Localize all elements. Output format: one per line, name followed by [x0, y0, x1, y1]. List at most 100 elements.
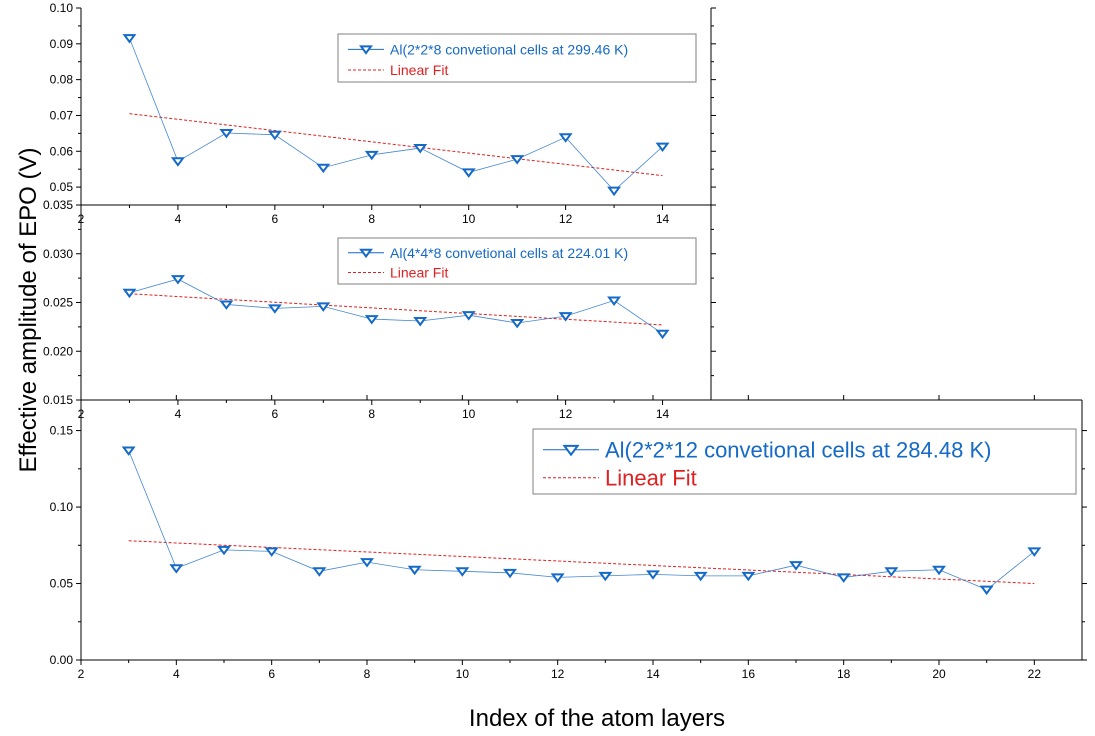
data-point — [316, 302, 331, 312]
data-point — [312, 567, 327, 577]
legend-series-marker — [359, 248, 373, 259]
data-point — [558, 312, 573, 322]
x-tick-label: 10 — [462, 407, 476, 421]
data-point — [1027, 547, 1042, 557]
x-tick-label: 18 — [837, 667, 851, 681]
data-point — [316, 163, 331, 174]
x-tick-label: 4 — [175, 407, 182, 421]
x-tick-label: 8 — [368, 407, 375, 421]
y-tick-label: 0.035 — [43, 198, 73, 212]
data-point — [607, 186, 622, 197]
x-tick-label: 14 — [656, 212, 670, 226]
x-tick-label: 14 — [656, 407, 670, 421]
x-tick-label: 14 — [646, 667, 660, 681]
y-tick-label: 0.07 — [50, 108, 74, 122]
data-point — [932, 565, 946, 576]
data-point — [884, 567, 899, 577]
y-tick-label: 0.06 — [50, 144, 74, 158]
data-point — [267, 130, 282, 141]
data-point — [646, 570, 660, 580]
linear-fit-line — [128, 540, 1035, 585]
x-tick-label: 16 — [742, 667, 756, 681]
x-tick-label: 12 — [559, 212, 573, 226]
data-point — [598, 571, 613, 582]
data-point — [264, 547, 279, 557]
data-point — [219, 300, 234, 310]
data-point — [121, 446, 136, 456]
data-point — [170, 275, 185, 285]
y-axis-title: Effective amplitude of EPO (V) — [15, 147, 42, 472]
data-point — [503, 568, 517, 579]
y-tick-label: 0.10 — [50, 500, 74, 514]
series-line — [129, 37, 663, 192]
y-tick-label: 0.09 — [50, 37, 74, 51]
x-tick-label: 12 — [551, 667, 565, 681]
data-point — [510, 318, 525, 329]
x-tick-label: 22 — [1028, 667, 1042, 681]
panels: 0.05 0.06 0.07 0.08 0.09 0.10 2 4 6 8 10 12 14 Al(2*2… — [43, 1, 1087, 681]
legend-box — [532, 428, 1077, 495]
x-tick-label: 12 — [559, 407, 573, 421]
data-point — [979, 585, 994, 596]
x-tick-label: 8 — [364, 667, 371, 681]
y-tick-label: 0.015 — [43, 393, 73, 407]
x-tick-label: 10 — [456, 667, 470, 681]
linear-fit-line — [129, 113, 663, 177]
y-tick-label: 0.10 — [50, 1, 74, 15]
data-point — [170, 157, 185, 167]
x-tick-label: 10 — [462, 212, 476, 226]
x-tick-label: 6 — [272, 212, 279, 226]
data-point — [461, 168, 476, 178]
data-point — [267, 304, 282, 314]
x-tick-label: 8 — [368, 212, 375, 226]
x-tick-label: 2 — [78, 667, 85, 681]
data-point — [364, 150, 379, 161]
legend-series-marker — [359, 45, 373, 55]
data-point — [607, 296, 622, 306]
series-line — [129, 278, 663, 335]
legend: Al(4*4*8 convetional cells at 224.01 K) L… — [337, 237, 697, 285]
y-tick-label: 0.08 — [50, 73, 74, 87]
x-tick-label: 4 — [173, 667, 180, 681]
legend-fit-label: Linear Fit — [390, 265, 448, 281]
data-point — [169, 564, 184, 574]
legend-series-label: Al(2*2*12 convetional cells at 284.48 K) — [605, 438, 991, 463]
series-line — [128, 450, 1035, 591]
x-tick-label: 4 — [175, 212, 182, 226]
y-tick-label: 0.025 — [43, 296, 73, 310]
y-tick-label: 0.05 — [50, 180, 74, 194]
data-point — [510, 155, 525, 165]
data-point — [655, 142, 670, 153]
data-point — [558, 133, 573, 143]
data-point — [364, 315, 379, 325]
data-point — [461, 311, 476, 321]
x-tick-label: 6 — [268, 667, 275, 681]
chart-panel-3: 0.00 0.05 0.10 0.15 2 4 6 8 10 12 14 16 18 20 22 Al(2*2… — [50, 395, 1087, 681]
data-point — [413, 317, 428, 327]
x-axis-title: Index of the atom layers — [469, 705, 725, 732]
y-tick-label: 0.00 — [50, 653, 74, 667]
data-point — [693, 571, 708, 582]
data-point — [836, 573, 851, 583]
legend-fit-label: Linear Fit — [605, 466, 697, 491]
legend-series-label: Al(4*4*8 convetional cells at 224.01 K) — [390, 245, 628, 261]
x-tick-label: 6 — [272, 407, 279, 421]
data-point — [219, 129, 234, 139]
data-point — [122, 288, 137, 299]
y-tick-label: 0.05 — [50, 577, 74, 591]
data-point — [413, 144, 428, 154]
data-point — [741, 571, 756, 582]
data-point — [655, 329, 670, 340]
legend-series-label: Al(2*2*8 convetional cells at 299.46 K) — [390, 41, 628, 57]
linear-fit-line — [129, 293, 663, 326]
y-tick-label: 0.020 — [43, 344, 73, 358]
data-point — [407, 565, 422, 576]
data-point — [122, 34, 137, 44]
legend-fit-label: Linear Fit — [390, 62, 448, 78]
data-point — [360, 558, 374, 568]
data-point — [217, 545, 231, 556]
legend-series-marker — [562, 444, 580, 457]
legend: Al(2*2*8 convetional cells at 299.46 K) L… — [337, 33, 697, 83]
y-tick-label: 0.030 — [43, 247, 73, 261]
